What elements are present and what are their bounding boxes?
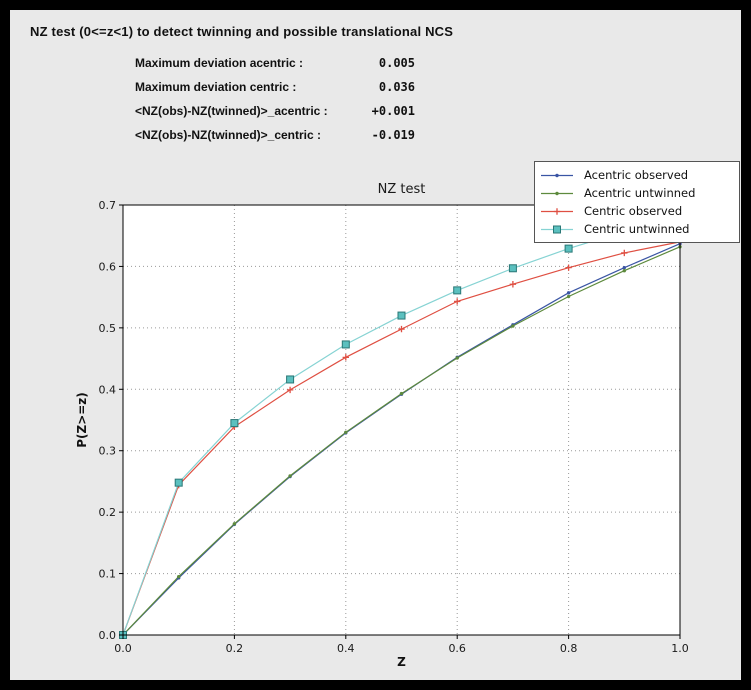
y-axis-label: P(Z>=z) — [75, 392, 89, 448]
data-point-marker — [230, 419, 239, 428]
data-point-marker — [555, 173, 559, 177]
data-point-marker — [288, 474, 292, 478]
data-point-marker — [555, 191, 559, 195]
y-tick-label: 0.5 — [99, 322, 117, 335]
stat-row-max-deviation-acentric: Maximum deviation acentric : 0.005 — [135, 56, 415, 80]
nz-test-chart-canvas: 0.0 0.2 0.4 0.6 0.8 1.0 0.0 0.1 0.2 0.3 0.4 0.5 0.6 0… — [75, 182, 689, 669]
data-point-marker — [566, 291, 571, 295]
y-tick-label: 0.7 — [99, 199, 117, 212]
x-tick-label: 0.4 — [337, 642, 355, 655]
data-point-marker — [565, 264, 572, 271]
data-point-marker — [177, 574, 181, 579]
data-point-marker — [621, 249, 628, 257]
data-point-marker — [511, 324, 515, 328]
x-tick-label: 0.8 — [560, 642, 578, 655]
app-window: NZ test (0<=z<1) to detect twinning and … — [10, 10, 741, 680]
stat-row-nz-diff-centric: <NZ(obs)-NZ(twinned)>_centric : -0.019 — [135, 128, 415, 152]
data-point-marker — [174, 478, 183, 487]
stats-block: Maximum deviation acentric : 0.005 Maxim… — [135, 56, 415, 152]
x-tick-label: 0.2 — [226, 642, 244, 655]
y-tick-label: 0.2 — [99, 506, 117, 519]
data-point-marker — [286, 375, 295, 384]
data-point-marker — [399, 391, 404, 396]
data-point-marker — [622, 269, 626, 273]
x-tick-label: 0.6 — [448, 642, 466, 655]
data-point-marker — [286, 386, 294, 394]
legend-item-acentric-observed: Acentric observed — [539, 167, 735, 183]
legend-line-sample — [541, 191, 573, 195]
legend-line-sample — [541, 207, 573, 215]
stat-label: Maximum deviation acentric : — [135, 56, 304, 70]
data-point-marker — [622, 265, 626, 270]
y-tick-label: 0.4 — [99, 383, 117, 396]
page-title: NZ test (0<=z<1) to detect twinning and … — [30, 24, 454, 39]
legend-label: Acentric observed — [584, 168, 689, 182]
data-point-marker — [454, 298, 461, 305]
stat-label: <NZ(obs)-NZ(twinned)>_acentric : — [135, 104, 328, 118]
chart-title: NZ test — [378, 182, 426, 197]
x-axis-label: Z — [397, 655, 406, 669]
legend-label: Centric observed — [584, 204, 683, 218]
stat-value: +0.001 — [371, 104, 415, 118]
stat-row-nz-diff-acentric: <NZ(obs)-NZ(twinned)>_acentric : +0.001 — [135, 104, 415, 128]
legend-label: Centric untwinned — [584, 222, 690, 236]
plot-legend: Acentric observed Acentric untwinned Centr… — [534, 161, 740, 243]
stat-value: 0.005 — [378, 56, 415, 70]
data-point-marker — [453, 286, 462, 295]
plot-area — [123, 205, 680, 635]
data-point-marker — [342, 354, 349, 361]
y-tick-label: 0.1 — [99, 568, 117, 581]
x-tick-label: 1.0 — [671, 642, 689, 655]
data-point-marker — [398, 325, 405, 333]
legend-item-centric-observed: Centric observed — [539, 203, 735, 219]
data-point-marker — [341, 340, 350, 349]
data-point-marker — [564, 244, 573, 253]
data-point-marker — [509, 281, 517, 288]
stat-label: Maximum deviation centric : — [135, 80, 297, 94]
stat-label: <NZ(obs)-NZ(twinned)>_centric : — [135, 128, 322, 142]
data-point-marker — [553, 225, 561, 233]
y-tick-label: 0.0 — [99, 629, 117, 642]
data-point-marker — [232, 522, 237, 526]
data-point-marker — [566, 294, 571, 299]
data-point-marker — [508, 264, 517, 273]
legend-item-centric-untwinned: Centric untwinned — [539, 221, 735, 237]
stat-row-max-deviation-centric: Maximum deviation centric : 0.036 — [135, 80, 415, 104]
stat-value: -0.019 — [371, 128, 415, 142]
axes-frame — [122, 204, 681, 636]
data-point-marker — [397, 311, 406, 320]
legend-line-sample — [541, 173, 573, 177]
data-point-marker — [553, 207, 561, 215]
stat-value: 0.036 — [378, 80, 415, 94]
y-tick-label: 0.3 — [99, 445, 117, 458]
x-tick-label: 0.0 — [114, 642, 132, 655]
legend-item-acentric-untwinned: Acentric untwinned — [539, 185, 735, 201]
data-point-marker — [455, 356, 459, 360]
y-tick-label: 0.6 — [99, 260, 117, 273]
legend-label: Acentric untwinned — [584, 186, 696, 200]
legend-line-sample — [541, 225, 573, 233]
data-point-marker — [344, 430, 348, 434]
